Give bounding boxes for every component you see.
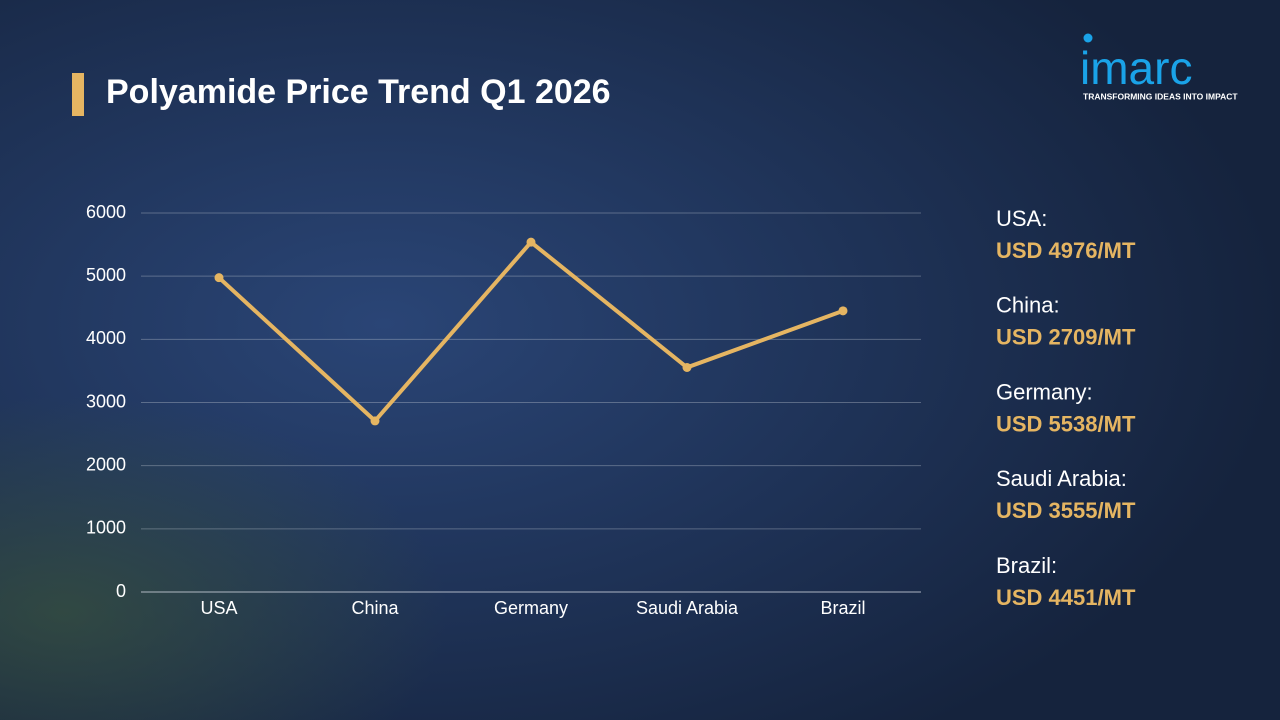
country-label: USA:: [996, 206, 1047, 231]
plot: 0 1000 2000 3000 4000 5000 6000 USA China Germany…: [86, 202, 921, 618]
x-tick-label: USA: [200, 598, 237, 618]
y-tick-label: 4000: [86, 328, 126, 348]
y-tick-label: 5000: [86, 265, 126, 285]
logo-tagline: TRANSFORMING IDEAS INTO IMPACT: [1083, 91, 1238, 101]
price-label: USD 3555/MT: [996, 498, 1136, 523]
x-tick-label: Germany: [494, 598, 568, 618]
data-point: [370, 416, 380, 426]
logo-dot: [1083, 33, 1093, 43]
price-label: USD 5538/MT: [996, 411, 1136, 436]
x-tick-label: Brazil: [820, 598, 865, 618]
price-label: USD 4976/MT: [996, 238, 1136, 263]
logo-name: imarc: [1080, 42, 1192, 94]
y-tick-label: 0: [116, 581, 126, 601]
side-panel: USA: USD 4976/MT China: USD 2709/MT Germany:…: [996, 206, 1136, 610]
y-tick-label: 1000: [86, 518, 126, 538]
chart-title: Polyamide Price Trend Q1 2026: [106, 73, 611, 111]
data-point: [682, 362, 692, 372]
x-tick-label: Saudi Arabia: [636, 598, 739, 618]
country-label: Saudi Arabia:: [996, 466, 1127, 491]
country-label: China:: [996, 293, 1060, 318]
data-point: [214, 273, 224, 283]
y-tick-label: 2000: [86, 454, 126, 474]
data-point: [526, 237, 536, 247]
x-tick-label: China: [351, 598, 399, 618]
data-point: [838, 306, 848, 316]
price-label: USD 4451/MT: [996, 585, 1136, 610]
price-label: USD 2709/MT: [996, 325, 1136, 350]
title-accent: [72, 73, 84, 116]
country-label: Germany:: [996, 379, 1093, 404]
y-tick-label: 6000: [86, 202, 126, 222]
y-tick-label: 3000: [86, 391, 126, 411]
country-label: Brazil:: [996, 553, 1057, 578]
